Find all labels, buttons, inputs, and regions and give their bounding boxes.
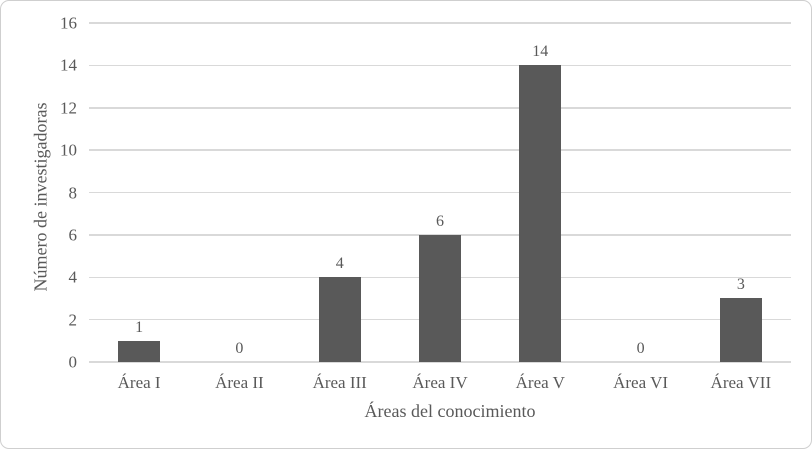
y-tick-label-6: 6 bbox=[68, 225, 78, 245]
bar-área-i bbox=[118, 340, 161, 362]
category-label-área-vii: Área VII bbox=[710, 373, 772, 392]
gridline-y-0 bbox=[89, 361, 791, 363]
category-label-área-vi: Área VI bbox=[613, 373, 669, 392]
y-tick-label-4: 4 bbox=[68, 267, 78, 287]
data-label-área-vii: 3 bbox=[736, 276, 745, 294]
bar-área-v bbox=[519, 65, 562, 362]
y-tick-label-8: 8 bbox=[68, 183, 78, 202]
y-tick-label-12: 12 bbox=[60, 98, 77, 118]
gridline-y-12 bbox=[89, 107, 791, 109]
bar-área-vii bbox=[719, 298, 762, 362]
y-tick-label-10: 10 bbox=[60, 140, 77, 160]
y-tick-label-14: 14 bbox=[60, 55, 77, 75]
data-label-área-i: 1 bbox=[135, 318, 144, 336]
bar-área-iv bbox=[419, 234, 461, 362]
category-label-área-iv: Área IV bbox=[412, 373, 468, 392]
category-label-área-ii: Área II bbox=[215, 373, 264, 392]
y-axis-title: Número de investigadoras bbox=[30, 102, 51, 292]
data-label-área-v: 14 bbox=[532, 43, 549, 61]
y-tick-label-16: 16 bbox=[60, 13, 77, 33]
category-label-área-v: Área V bbox=[515, 373, 565, 392]
y-tick-label-0: 0 bbox=[68, 352, 78, 372]
gridline-y-16 bbox=[89, 22, 791, 24]
data-label-área-iv: 6 bbox=[436, 212, 444, 230]
bar-área-iii bbox=[318, 277, 361, 362]
x-axis-title: Áreas del conocimiento bbox=[364, 401, 536, 421]
plot-area bbox=[89, 22, 791, 363]
data-label-área-ii: 0 bbox=[235, 340, 244, 357]
category-label-área-iii: Área III bbox=[312, 373, 367, 392]
gridline-y-14 bbox=[89, 64, 791, 67]
gridline-y-8 bbox=[89, 191, 791, 194]
data-label-área-iii: 4 bbox=[335, 255, 344, 273]
data-label-área-vi: 0 bbox=[636, 340, 645, 357]
y-tick-label-2: 2 bbox=[68, 310, 78, 330]
gridline-y-10 bbox=[89, 149, 791, 151]
category-label-área-i: Área I bbox=[117, 373, 161, 392]
